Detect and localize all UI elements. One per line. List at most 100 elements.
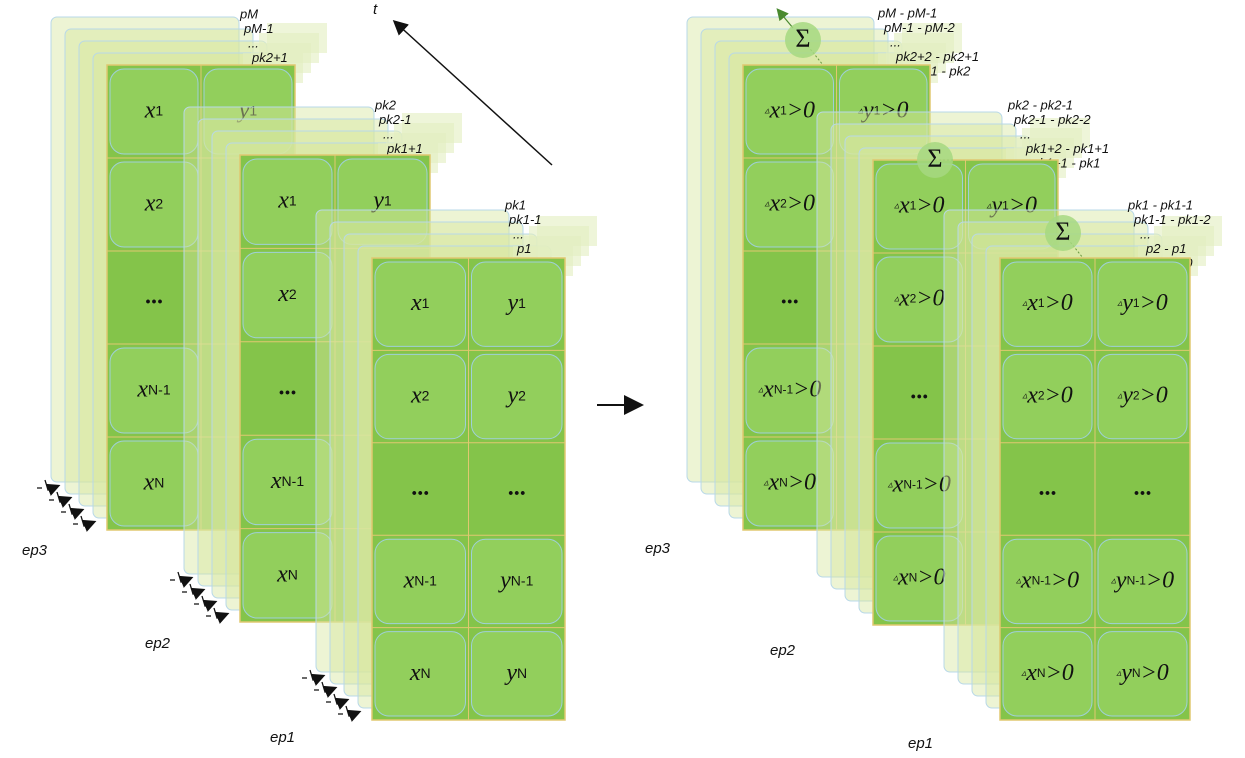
sum-arrow [776, 8, 794, 29]
cell-label-part: y [506, 290, 519, 316]
cell-label-part: ... [508, 475, 526, 501]
cell-label-part: y [861, 97, 874, 123]
cell-label: ... [279, 374, 297, 400]
cell-label: x2 [410, 382, 430, 408]
cell-label-part: N-1 [282, 473, 305, 489]
cell-label-part: >0 [1140, 382, 1168, 408]
step-glyph [206, 608, 227, 618]
cell-label-part: N-1 [148, 381, 171, 397]
cell-label: ... [781, 283, 799, 309]
cell-label-part: ... [781, 283, 799, 309]
cell-label-part: N-1 [903, 478, 923, 492]
cell [875, 535, 963, 622]
cell-label-part: x [898, 285, 910, 311]
time-label: pk1-1 - pk1-2 [1133, 212, 1211, 227]
cell-label-part: x [1025, 659, 1037, 685]
cell-label: ... [508, 475, 526, 501]
cell-label-part: x [409, 659, 421, 685]
cell-label: ... [411, 475, 429, 501]
step-glyph [314, 682, 335, 692]
cell-label: ▵y1>0 [986, 192, 1037, 218]
cell [745, 347, 834, 434]
cell [1097, 631, 1188, 717]
cell-label-part: ▵ [1111, 576, 1117, 587]
cell-label: x1 [144, 97, 164, 123]
cell-label: ▵yN>0 [1116, 659, 1169, 685]
cell-label-part: ▵ [894, 201, 900, 212]
cell-label-part: N [288, 566, 298, 582]
cell [1097, 538, 1188, 625]
time-label: pk1+1 [386, 141, 423, 156]
cell-label-part: ▵ [986, 201, 992, 212]
cell [337, 158, 428, 245]
episode-label: ep1 [270, 729, 295, 746]
cell-label-part: x [1026, 382, 1038, 408]
cell [471, 538, 563, 625]
cell-label-part: 2 [780, 197, 787, 211]
time-label: ... [1140, 226, 1151, 241]
time-label: pk1+2 - pk1+1 [1025, 141, 1109, 156]
cell-label-part: 2 [910, 292, 917, 306]
cell-label: y1 [506, 290, 527, 316]
cell-label: ▵xN>0 [763, 469, 816, 495]
cell [374, 631, 466, 717]
cell-label-part: 1 [518, 295, 526, 311]
episode-label: ep1 [908, 735, 933, 752]
episode-label: ep3 [22, 542, 48, 559]
cell-label: xN-1 [270, 467, 304, 493]
cell-label-part: N-1 [774, 383, 794, 397]
cell-label-part: >0 [917, 564, 945, 590]
time-label: pk2+1 [251, 50, 288, 65]
step-glyph [326, 694, 347, 704]
cell-label-part: ▵ [894, 294, 900, 305]
cell-label: ▵xN-1>0 [1016, 567, 1079, 593]
step-glyph [194, 596, 215, 606]
time-label: pM [239, 6, 258, 21]
sum-node [1045, 215, 1081, 251]
cell-label-part: N [517, 665, 527, 681]
cell-label-part: ▵ [1116, 668, 1122, 679]
cell-label: ▵x2>0 [764, 190, 815, 216]
cell [1002, 261, 1093, 347]
cell-label-part: >0 [1140, 290, 1168, 316]
cell-label-part: 1 [1133, 296, 1140, 310]
time-label: pM - pM-1 [877, 5, 937, 20]
cell-label-part: 1 [289, 192, 297, 208]
cell-label-part: x [270, 467, 282, 493]
cell-label-part: 1 [1002, 199, 1009, 213]
cell [968, 163, 1056, 250]
sum-node [785, 22, 821, 58]
cell-label: ▵x2>0 [894, 285, 945, 311]
cell [875, 442, 963, 529]
cell-label: yN-1 [498, 567, 533, 593]
time-label: pk1-1 [508, 212, 542, 227]
cell-label-part: x [403, 567, 415, 593]
cell-label-part: >0 [1045, 290, 1073, 316]
cell-label: xN [143, 469, 165, 495]
cell-label-part: ▵ [888, 480, 894, 491]
cell-label-part: ▵ [893, 573, 899, 584]
cell-label-part: x [768, 97, 780, 123]
cell-label: ▵x2>0 [1022, 382, 1073, 408]
cell [1097, 261, 1188, 347]
time-label: pk2+2 - pk2+1 [895, 49, 979, 64]
episode-label: ep3 [645, 540, 671, 557]
time-axis-label: t [373, 1, 378, 18]
cell-label-part: N [1037, 666, 1046, 680]
step-glyph [73, 516, 94, 526]
cell-label: ▵xN-1>0 [888, 471, 951, 497]
cell-label-part: y [506, 382, 519, 408]
cell-label-part: x [136, 376, 148, 402]
cell-label-part: ... [910, 378, 928, 404]
time-label: pk1 [504, 197, 526, 212]
cell-label: y1 [371, 187, 392, 213]
cell-label-part: >0 [923, 471, 951, 497]
cell [109, 68, 199, 155]
step-glyph [61, 504, 82, 514]
cell-label: ... [145, 283, 163, 309]
cell-label: ... [910, 378, 928, 404]
cell-label-part: 2 [1038, 389, 1045, 403]
episode-label: ep2 [770, 642, 796, 659]
cell-label-part: 2 [422, 387, 430, 403]
cell [1097, 353, 1188, 440]
